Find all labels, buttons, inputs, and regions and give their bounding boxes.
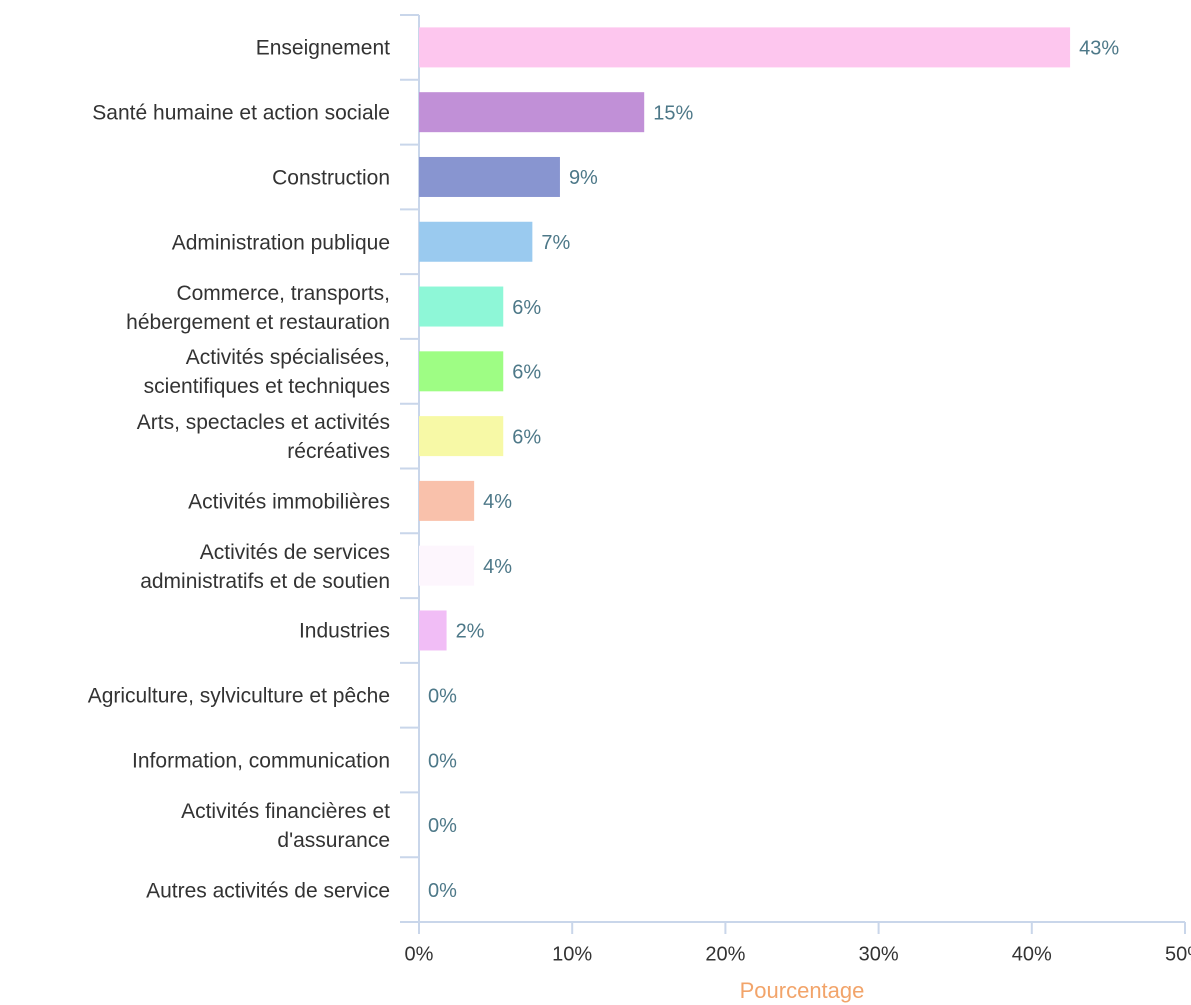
y-tick-label: Construction [272, 166, 390, 190]
bar [419, 27, 1071, 68]
bar [419, 92, 645, 133]
value-label: 0% [428, 750, 457, 772]
bar [419, 221, 533, 262]
bar [419, 416, 504, 457]
bar [419, 545, 475, 586]
bar [419, 480, 475, 521]
y-tick-label: Industries [298, 619, 390, 643]
x-tick-label: 10% [552, 943, 592, 965]
y-tick-label: Autres activités de service [146, 879, 390, 903]
x-tick-label: 30% [859, 943, 899, 965]
x-tick-label: 0% [405, 943, 434, 965]
y-tick-label: Activités immobilières [188, 490, 390, 514]
value-label: 6% [512, 297, 541, 319]
value-label: 6% [512, 362, 541, 384]
value-label: 0% [428, 686, 457, 708]
y-tick-label: Information, communication [132, 749, 390, 773]
value-label: 9% [569, 167, 598, 189]
y-tick-label: Activités financières et d'assurance [181, 799, 390, 852]
y-tick-label: Activités spécialisées, scientifiques et… [143, 346, 390, 399]
bar [419, 156, 560, 197]
x-tick-label: 40% [1012, 943, 1052, 965]
x-axis-label: Pourcentage [740, 978, 865, 1003]
value-label: 4% [483, 491, 512, 513]
value-label: 0% [428, 880, 457, 902]
value-label: 4% [483, 556, 512, 578]
y-tick-label: Agriculture, sylviculture et pêche [87, 684, 390, 708]
value-label: 15% [653, 102, 693, 124]
x-tick-label: 50% [1165, 943, 1191, 965]
y-tick-label: Arts, spectacles et activités récréative… [136, 411, 390, 464]
value-label: 43% [1079, 38, 1119, 60]
bar [419, 610, 447, 651]
value-label: 0% [428, 815, 457, 837]
bar [419, 351, 504, 392]
x-tick-label: 20% [705, 943, 745, 965]
y-tick-label: Enseignement [255, 36, 390, 60]
value-label: 6% [512, 426, 541, 448]
value-label: 2% [456, 621, 485, 643]
bar [419, 286, 504, 327]
y-tick-label: Administration publique [171, 231, 390, 255]
y-tick-label: Activités de services administratifs et … [140, 540, 390, 593]
y-tick-label: Commerce, transports, hébergement et res… [126, 281, 390, 334]
y-tick-label: Santé humaine et action sociale [92, 101, 390, 125]
value-label: 7% [541, 232, 570, 254]
